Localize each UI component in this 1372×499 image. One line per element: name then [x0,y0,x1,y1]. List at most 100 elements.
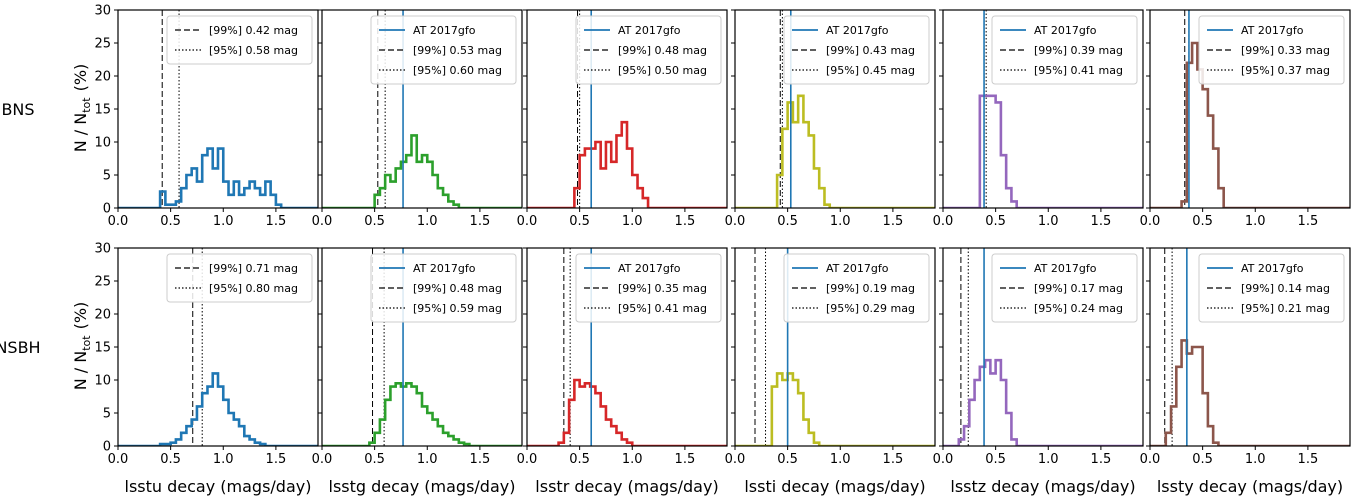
x-tick-label: 0.0 [1140,452,1161,467]
histogram-lsstz [943,358,1143,446]
legend-label: [95%] 0.41 mag [1034,64,1123,77]
panel-frame [526,9,728,209]
row-label-bns: BNS [1,100,34,119]
x-tick-label: 0.0 [933,452,954,467]
legend: AT 2017gfo [99%] 0.48 mag [95%] 0.50 mag [575,15,722,85]
panel-nsbh-lssty: 0.0 0.5 1.0 1.5 AT 2017gfo [99%] 0.14 mag [95%… [1140,247,1351,467]
panel-frame [526,247,728,447]
y-tick-label: 0 [103,440,111,455]
x-tick-label: 0.5 [1192,214,1213,229]
x-tick-label: 1.5 [470,214,491,229]
x-tick-label: 0.0 [312,452,333,467]
x-axis-title-4: lsstz decay (mags/day) [950,477,1135,496]
legend-label: AT 2017gfo [826,262,889,275]
legend-label: [99%] 0.48 mag [413,282,502,295]
legend: AT 2017gfo [99%] 0.43 mag [95%] 0.45 mag [783,15,930,85]
panel-plot-area [943,248,1143,446]
x-tick-label: 1.0 [622,452,643,467]
legend-box [991,253,1138,323]
x-tick-label: 1.5 [470,452,491,467]
legend-label: AT 2017gfo [618,24,681,37]
legend-label: [99%] 0.35 mag [618,282,707,295]
histogram-lsstz [943,94,1143,208]
histogram-lsstu [118,372,318,446]
panel-frame [1149,9,1351,209]
legend-label: [95%] 0.29 mag [826,302,915,315]
y-tick-label: 5 [103,407,111,422]
x-tick-label: 1.0 [1038,214,1059,229]
x-axis-title-3: lssti decay (mags/day) [744,477,925,496]
legend-label: [95%] 0.58 mag [209,44,298,57]
legend-box [575,253,722,323]
x-tick-label: 1.0 [1245,452,1266,467]
x-tick-label: 1.0 [1245,214,1266,229]
legend-label: AT 2017gfo [826,24,889,37]
legend-label: AT 2017gfo [1034,262,1097,275]
y-axis-title-text: N / N [71,351,90,391]
histogram-lsstr [527,378,727,446]
legend-label: [99%] 0.42 mag [209,24,298,37]
legend-label: [95%] 0.59 mag [413,302,502,315]
legend-box [783,253,930,323]
panel-nsbh-lsstr: 0.0 0.5 1.0 1.5 AT 2017gfo [99%] 0.35 mag [95%… [517,247,728,467]
panel-nsbh-lsstg: 0.0 0.5 1.0 1.5 AT 2017gfo [99%] 0.48 mag [95%… [312,247,523,467]
x-tick-label: 1.5 [1298,452,1319,467]
legend-box [783,15,930,85]
x-tick-label: 1.5 [675,214,696,229]
y-axis-title-text: N / N [71,113,90,153]
x-tick-label: 1.0 [830,452,851,467]
legend-label: [99%] 0.53 mag [413,44,502,57]
y-tick-label: 10 [94,136,111,151]
legend-label: [95%] 0.60 mag [413,64,502,77]
histogram-lssti [735,94,935,208]
x-tick-label: 0.0 [933,214,954,229]
legend: AT 2017gfo [99%] 0.35 mag [95%] 0.41 mag [575,253,722,323]
panel-frame [942,247,1144,447]
panel-frame [942,9,1144,209]
legend-label: [95%] 0.37 mag [1241,64,1330,77]
legend-box [991,15,1138,85]
x-tick-label: 1.5 [883,214,904,229]
y-tick-label: 10 [94,374,111,389]
panel-plot-area [1150,248,1350,446]
y-tick-label: 25 [94,275,111,290]
histogram-lsstr [527,120,727,208]
legend: AT 2017gfo [99%] 0.33 mag [95%] 0.37 mag [1198,15,1345,85]
legend-label: AT 2017gfo [413,24,476,37]
x-tick-label: 1.0 [830,214,851,229]
y-axis-title-subscript: tot [80,335,93,351]
y-tick-label: 30 [94,242,111,257]
x-tick-label: 0.0 [1140,214,1161,229]
panel-bns-lssti: 0.0 0.5 1.0 1.5 AT 2017gfo [99%] 0.43 mag [95%… [725,9,936,229]
panel-nsbh-lssti: 0.0 0.5 1.0 1.5 AT 2017gfo [99%] 0.19 mag [95%… [725,247,936,467]
legend-label: [95%] 0.80 mag [209,282,298,295]
x-tick-label: 0.5 [160,452,181,467]
legend-label: AT 2017gfo [413,262,476,275]
panel-frame [734,247,936,447]
legend-box [370,253,517,323]
legend-box [166,253,313,303]
x-tick-label: 1.5 [1091,452,1112,467]
panel-frame [734,9,936,209]
x-tick-label: 1.0 [622,214,643,229]
panel-bns-lsstz: 0.0 0.5 1.0 1.5 AT 2017gfo [99%] 0.39 mag [95%… [933,9,1144,229]
legend: AT 2017gfo [99%] 0.48 mag [95%] 0.59 mag [370,253,517,323]
legend-label: [99%] 0.39 mag [1034,44,1123,57]
histogram-lsstu [118,147,318,208]
y-tick-label: 0 [103,202,111,217]
x-tick-label: 0.5 [985,214,1006,229]
row-label-nsbh: NSBH [0,338,41,357]
legend-box [370,15,517,85]
x-tick-label: 1.0 [213,452,234,467]
x-tick-label: 0.0 [725,452,746,467]
x-tick-label: 1.0 [1038,452,1059,467]
x-tick-label: 0.5 [364,452,385,467]
legend: AT 2017gfo [99%] 0.53 mag [95%] 0.60 mag [370,15,517,85]
legend-label: AT 2017gfo [1034,24,1097,37]
y-tick-label: 5 [103,169,111,184]
x-tick-label: 1.5 [266,452,287,467]
y-tick-label: 25 [94,37,111,52]
panel-frame [1149,247,1351,447]
x-tick-label: 0.5 [777,214,798,229]
